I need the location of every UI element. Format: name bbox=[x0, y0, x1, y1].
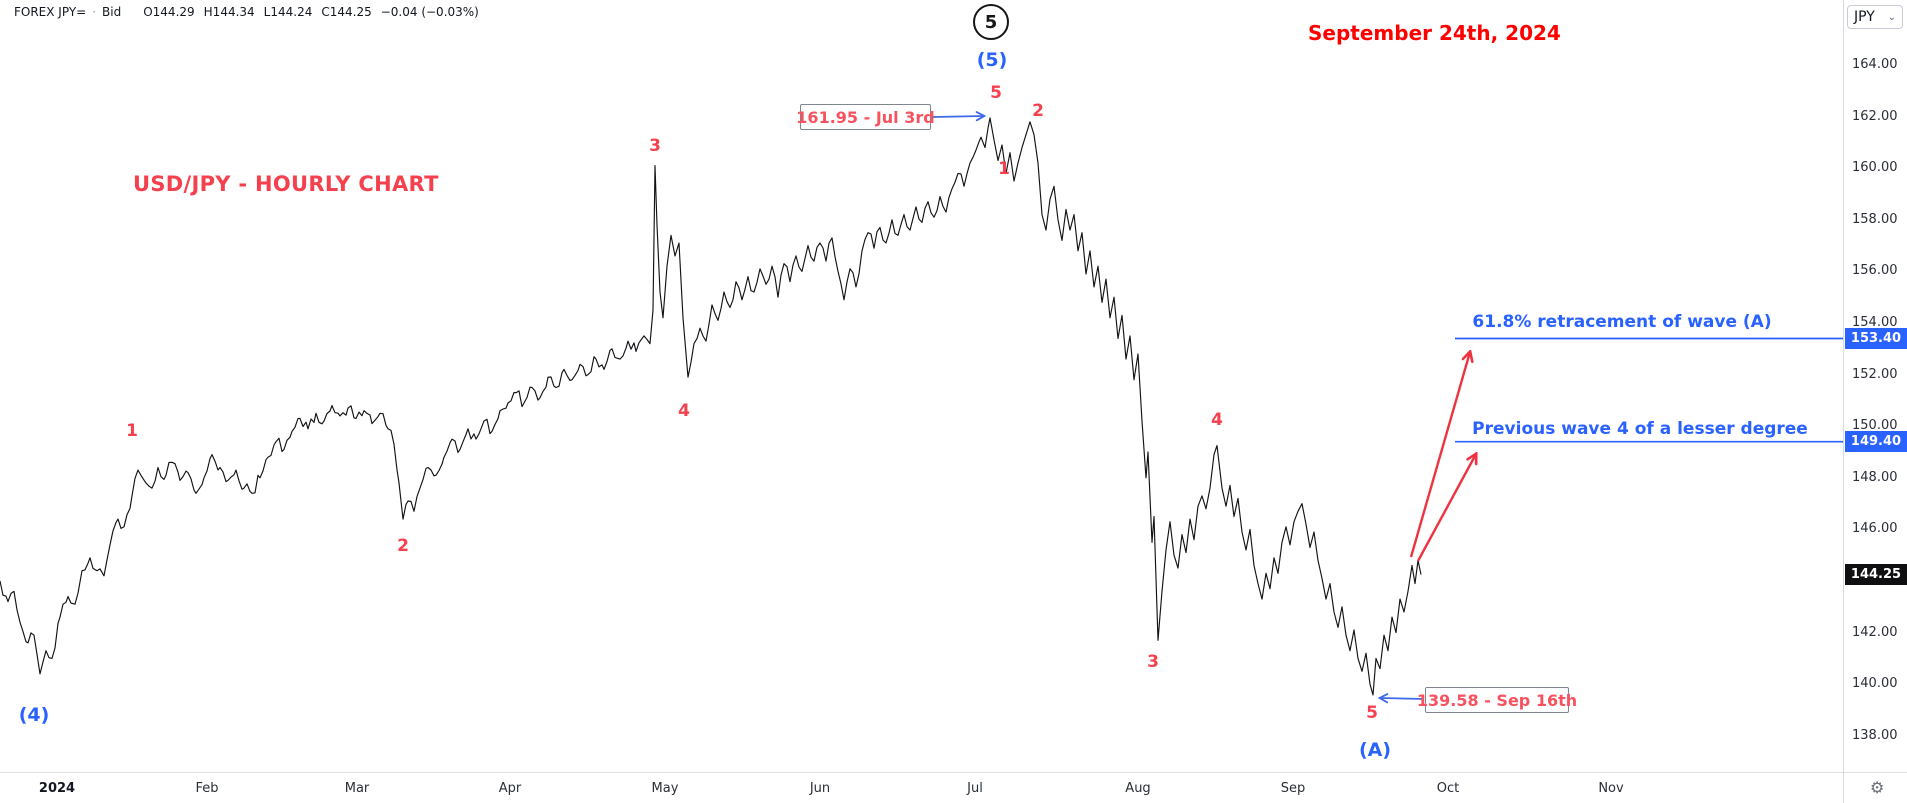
x-axis-label-Oct: Oct bbox=[1436, 781, 1460, 796]
y-axis-label-152: 152.00 bbox=[1852, 366, 1898, 382]
y-axis-label-164: 164.00 bbox=[1852, 57, 1898, 72]
circled-wave-5-label[interactable]: 5 bbox=[973, 4, 1009, 40]
x-axis-label-Feb: Feb bbox=[195, 781, 219, 796]
close-value: C144.25 bbox=[321, 5, 372, 19]
callout-low-box[interactable]: 139.58 - Sep 16th bbox=[1417, 687, 1577, 713]
symbol-legend[interactable]: FOREX JPY= · Bid O144.29 H144.34 L144.24 C144.… bbox=[14, 5, 488, 19]
wave-label-5-4[interactable]: 5 bbox=[990, 83, 1002, 103]
y-axis-label-138: 138.00 bbox=[1852, 727, 1898, 743]
x-axis-label-Nov: Nov bbox=[1598, 781, 1624, 796]
price-type: Bid bbox=[102, 5, 122, 19]
x-axis-label-Aug: Aug bbox=[1125, 781, 1151, 796]
y-axis-label-146: 146.00 bbox=[1852, 521, 1898, 537]
wave-label-4-8[interactable]: 4 bbox=[1211, 410, 1223, 430]
callout-high-box[interactable]: 161.95 - Jul 3rd bbox=[796, 104, 935, 130]
x-axis-label-Sep: Sep bbox=[1280, 781, 1306, 796]
level-price-badge-1: 149.40 bbox=[1845, 431, 1907, 453]
time-axis[interactable]: 2024 Feb Mar Apr May Jun Jul Aug Sep Oct Nov bbox=[0, 772, 1907, 803]
y-axis-label-162: 162.00 bbox=[1852, 108, 1898, 124]
wave-label-(5)[interactable]: (5) bbox=[976, 49, 1008, 71]
y-axis-label-150: 150.00 bbox=[1852, 418, 1898, 434]
y-axis-label-142: 142.00 bbox=[1852, 624, 1898, 640]
wave-label-3-2[interactable]: 3 bbox=[649, 136, 661, 156]
wave-label-(A)[interactable]: (A) bbox=[1358, 739, 1392, 761]
y-axis-label-140: 140.00 bbox=[1852, 676, 1898, 692]
high-value: H144.34 bbox=[203, 5, 255, 19]
last-price-badge: 144.25 bbox=[1845, 564, 1907, 586]
callout-arrow-1 bbox=[1380, 698, 1425, 699]
level-annotation-text-1[interactable]: Previous wave 4 of a lesser degree bbox=[1472, 419, 1808, 439]
y-axis-label-158: 158.00 bbox=[1852, 211, 1898, 227]
symbol-name: FOREX JPY= bbox=[14, 5, 87, 19]
legend-separator: · bbox=[92, 5, 97, 19]
wave-label-(4)[interactable]: (4) bbox=[18, 704, 50, 726]
change-value: −0.04 (−0.03%) bbox=[380, 5, 479, 19]
level-annotation-text-0[interactable]: 61.8% retracement of wave (A) bbox=[1472, 312, 1772, 332]
currency-selector[interactable]: JPY ⌄ bbox=[1847, 5, 1903, 29]
x-axis-label-Jul: Jul bbox=[967, 781, 983, 796]
y-axis-label-156: 156.00 bbox=[1852, 263, 1898, 279]
open-value: O144.29 bbox=[143, 5, 195, 19]
wave-label-3-7[interactable]: 3 bbox=[1147, 652, 1159, 672]
wave-label-1-0[interactable]: 1 bbox=[126, 421, 138, 441]
x-axis-label-2024: 2024 bbox=[38, 781, 76, 796]
chevron-down-icon: ⌄ bbox=[1887, 11, 1896, 23]
y-axis-label-160: 160.00 bbox=[1852, 160, 1898, 176]
wave-label-2-1[interactable]: 2 bbox=[397, 536, 409, 556]
level-price-badge-0: 153.40 bbox=[1845, 327, 1907, 349]
settings-gear-icon[interactable]: ⚙ bbox=[1870, 778, 1885, 797]
y-axis-label-148: 148.00 bbox=[1852, 469, 1898, 485]
y-axis-label-154: 154.00 bbox=[1852, 315, 1898, 330]
wave-label-2-6[interactable]: 2 bbox=[1032, 101, 1044, 121]
projection-arrow-0 bbox=[1409, 352, 1470, 558]
x-axis-label-Mar: Mar bbox=[344, 781, 370, 796]
callout-arrow-0 bbox=[932, 116, 984, 117]
price-axis[interactable]: JPY ⌄ 164.00 162.00 160.00 158.00 156.00 154.… bbox=[1843, 0, 1907, 803]
currency-label: JPY bbox=[1854, 9, 1875, 25]
chart-title[interactable]: USD/JPY - HOURLY CHART bbox=[133, 172, 439, 196]
x-axis-label-Apr: Apr bbox=[498, 781, 522, 796]
date-annotation[interactable]: September 24th, 2024 bbox=[1308, 21, 1561, 45]
wave-label-4-3[interactable]: 4 bbox=[678, 401, 690, 421]
wave-label-5-9[interactable]: 5 bbox=[1366, 703, 1378, 723]
low-value: L144.24 bbox=[263, 5, 313, 19]
projection-arrow-1 bbox=[1416, 454, 1476, 562]
x-axis-label-Jun: Jun bbox=[809, 781, 831, 796]
wave-label-1-5[interactable]: 1 bbox=[998, 159, 1010, 179]
x-axis-label-May: May bbox=[651, 781, 679, 796]
price-line bbox=[0, 117, 1422, 696]
